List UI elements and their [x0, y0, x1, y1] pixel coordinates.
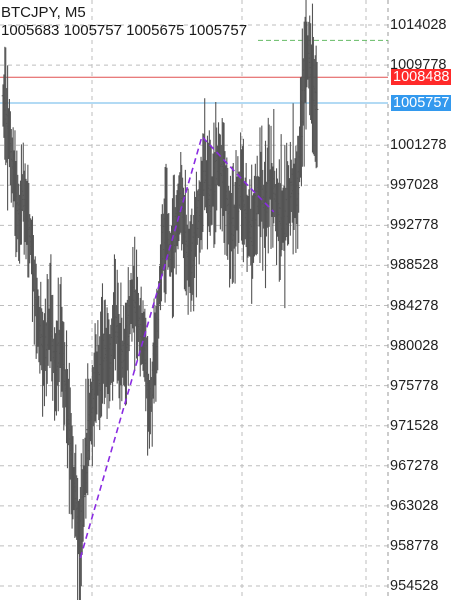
price-tick-label: 971528 — [390, 417, 439, 434]
price-level-lines — [0, 39, 388, 104]
ask-price-tag: 1005757 — [391, 94, 452, 111]
price-tick-label: 975778 — [390, 377, 439, 394]
price-tick-label: 992778 — [390, 217, 439, 234]
zigzag-trendline[interactable] — [79, 134, 275, 559]
price-tick-label: 997028 — [390, 177, 439, 194]
symbol-timeframe-label: BTCJPY, M5 — [1, 4, 86, 21]
price-tick-label: 1009778 — [390, 57, 447, 74]
candle-series — [1, 0, 319, 600]
price-tick-label: 980028 — [390, 337, 439, 354]
price-axis: 1014028 1009778 1001278 997028 992778 988528 9… — [390, 0, 454, 600]
price-tick-label: 1001278 — [390, 137, 447, 154]
price-tick-label: 958778 — [390, 537, 439, 554]
trendline-drawing[interactable] — [79, 134, 275, 559]
price-tick-label: 954528 — [390, 578, 439, 594]
chart-header: BTCJPY, M5 1005683 1005757 1005675 10057… — [1, 4, 247, 40]
ohlc-readout: 1005683 1005757 1005675 1005757 — [1, 22, 248, 39]
price-tick-label: 963028 — [390, 497, 439, 514]
price-tick-label: 984278 — [390, 297, 439, 314]
price-tick-label: 1014028 — [390, 17, 447, 33]
bid-price-tag: 1008488 — [391, 69, 452, 86]
price-tick-label: 988528 — [390, 257, 439, 274]
price-tick-label: 967278 — [390, 457, 439, 474]
